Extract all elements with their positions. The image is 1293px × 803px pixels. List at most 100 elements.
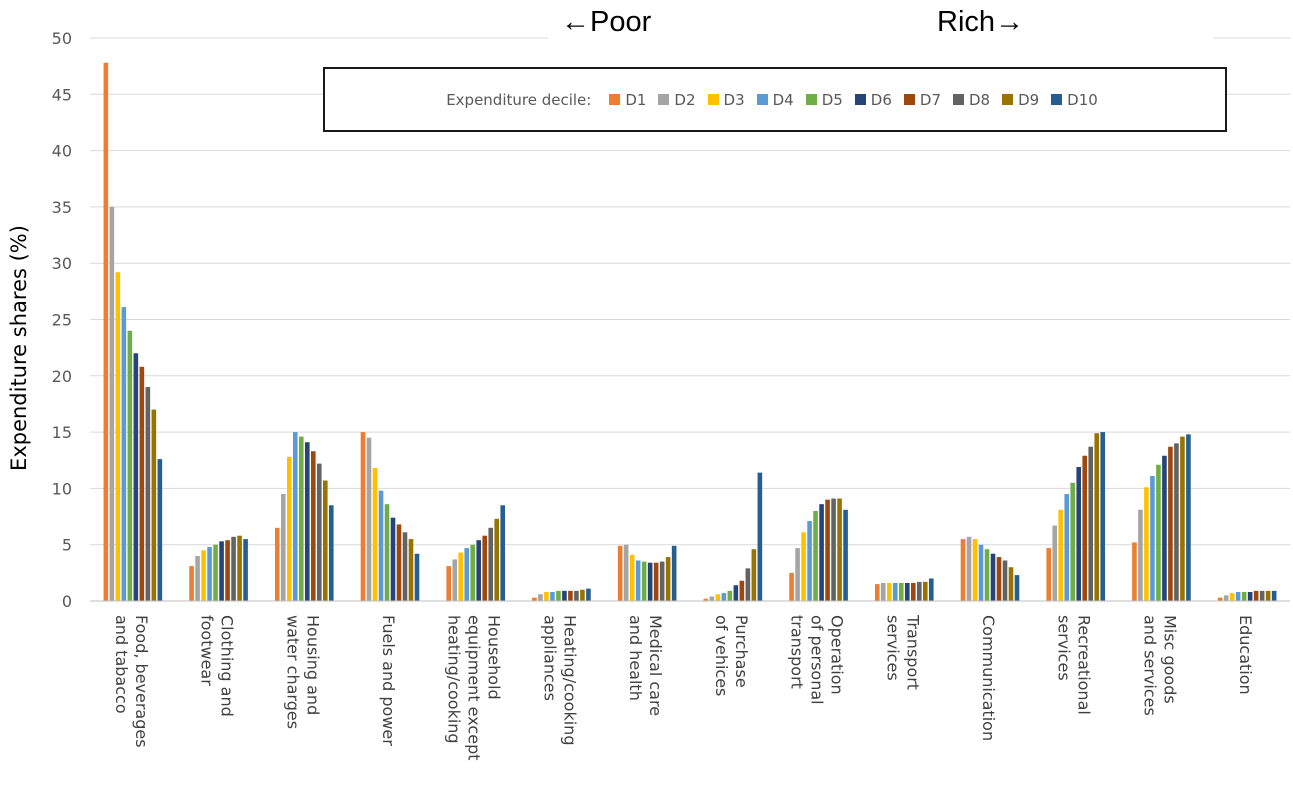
- bar-d8: [1002, 560, 1008, 601]
- category-label-line: of personal: [808, 615, 827, 705]
- legend: Expenditure decile: D1 D2 D3 D4 D5 D6 D7 D8 D9 D1…: [323, 67, 1227, 132]
- bar-d9: [580, 589, 585, 601]
- bar-d3: [115, 272, 121, 601]
- bar-d10: [1186, 434, 1191, 601]
- bar-d2: [966, 536, 972, 601]
- legend-label: D1: [625, 90, 647, 109]
- y-tick-label: 0: [62, 592, 72, 611]
- legend-item-d5: D5: [805, 91, 843, 109]
- bar-d7: [1168, 446, 1173, 601]
- category-label-line: Food, beverages: [132, 615, 151, 748]
- legend-swatch: [1051, 94, 1063, 105]
- y-tick-label: 5: [62, 536, 72, 555]
- bar-d8: [1259, 590, 1265, 601]
- bar-d2: [452, 559, 458, 601]
- bar-d3: [886, 582, 892, 601]
- bar-d4: [635, 560, 641, 601]
- legend-item-d9: D9: [1002, 91, 1039, 109]
- bar-d7: [825, 499, 830, 601]
- bar-d1: [274, 527, 280, 601]
- bar-d5: [1156, 464, 1161, 601]
- bar-d6: [819, 504, 824, 601]
- bar-d4: [1150, 476, 1155, 601]
- bar-d1: [360, 432, 366, 601]
- bar-d7: [1253, 590, 1259, 601]
- category-label-line: water charges: [283, 615, 302, 729]
- bar-d5: [127, 330, 133, 601]
- bar-d3: [972, 539, 978, 601]
- legend-swatch: [658, 94, 670, 105]
- category-label-line: Household: [485, 615, 504, 700]
- legend-item-d3: D3: [707, 90, 745, 109]
- bar-d6: [1162, 455, 1167, 601]
- bar-d1: [960, 539, 966, 601]
- bar-d8: [316, 463, 322, 601]
- bar-d2: [280, 494, 286, 601]
- bar-d5: [556, 590, 561, 601]
- y-axis-title: Expenditure shares (%): [7, 225, 31, 471]
- bar-d6: [733, 585, 739, 601]
- bar-d10: [1014, 575, 1020, 601]
- bar-d6: [1247, 591, 1253, 601]
- bar-d8: [488, 527, 494, 601]
- bar-d4: [1064, 494, 1070, 601]
- bar-d7: [910, 582, 916, 601]
- bar-d4: [378, 490, 384, 601]
- bar-d4: [121, 307, 127, 601]
- bar-d1: [1217, 597, 1223, 601]
- category-label-line: and services: [1140, 615, 1159, 716]
- bar-d3: [1229, 593, 1235, 601]
- bar-d8: [145, 387, 151, 601]
- bar-d3: [801, 532, 806, 601]
- legend-label: D2: [674, 90, 696, 109]
- legend-label: D3: [723, 90, 745, 109]
- bar-d4: [207, 546, 212, 601]
- bar-d5: [1241, 591, 1247, 601]
- category-label-line: and tabacco: [112, 615, 131, 714]
- bar-d10: [757, 472, 763, 601]
- category-label-line: Purchase: [732, 615, 751, 688]
- category-label-line: Misc goods: [1160, 615, 1179, 704]
- bar-d5: [1070, 482, 1076, 601]
- category-label-line: Fuels and power: [379, 615, 398, 746]
- legend-item-d1: D1: [609, 91, 646, 109]
- y-tick-label: 25: [52, 311, 72, 330]
- bar-d6: [476, 540, 482, 601]
- category-label-line: and health: [626, 615, 645, 701]
- bar-d9: [1008, 567, 1014, 601]
- bar-d4: [464, 548, 470, 601]
- bar-d5: [470, 544, 476, 601]
- category-label-line: Education: [1236, 615, 1255, 695]
- bar-d10: [586, 588, 591, 601]
- bar-d10: [414, 553, 420, 601]
- bar-d7: [996, 557, 1002, 601]
- bar-d4: [721, 593, 727, 601]
- category-label-line: Communication: [979, 615, 998, 741]
- bar-d9: [1180, 436, 1185, 601]
- bar-d8: [916, 581, 922, 601]
- bar-d5: [727, 590, 733, 601]
- bar-d4: [1235, 591, 1241, 601]
- bar-d8: [231, 536, 236, 601]
- legend-label: D6: [870, 90, 892, 109]
- category-label-line: Operation: [828, 615, 847, 695]
- category-label: Fuels and power: [379, 615, 398, 746]
- bar-d6: [904, 582, 910, 601]
- legend-label: D7: [919, 90, 941, 109]
- bar-d3: [544, 591, 549, 601]
- bar-d9: [237, 535, 242, 601]
- category-label-line: services: [883, 615, 902, 681]
- bar-d5: [813, 510, 818, 601]
- legend-swatch: [952, 94, 964, 105]
- bar-d2: [623, 544, 629, 601]
- bar-d4: [807, 521, 812, 601]
- bar-d8: [402, 532, 408, 601]
